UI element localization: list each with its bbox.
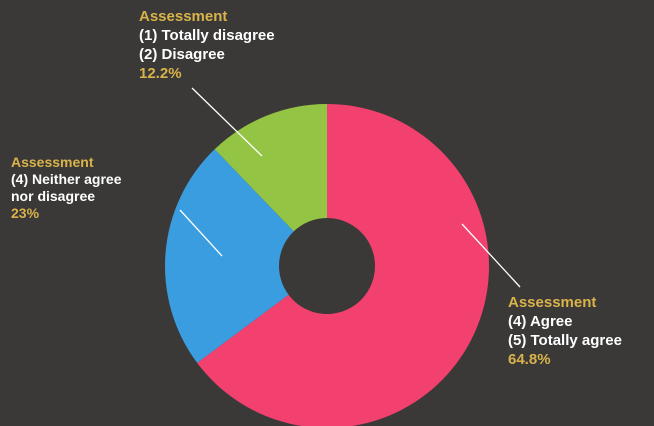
slice-label-title: Assessment [508, 294, 597, 311]
slice-label-agree: Assessment (4) Agree (5) Totally agree 6… [508, 293, 622, 369]
donut-slice-neutral [165, 149, 294, 363]
donut-slice-agree [197, 104, 489, 426]
slice-value-label: 64.8% [508, 351, 551, 368]
slice-label-line: (4) Agree [508, 313, 573, 330]
leader-line-agree [461, 223, 521, 288]
slice-label-line: (2) Disagree [139, 46, 225, 63]
slice-label-line: (1) Totally disagree [139, 27, 275, 44]
slice-label-line: (5) Totally agree [508, 332, 622, 349]
slice-label-neutral: Assessment (4) Neither agree nor disagre… [11, 154, 121, 222]
slice-label-disagree: Assessment (1) Totally disagree (2) Disa… [139, 7, 275, 83]
slice-label-line: nor disagree [11, 188, 96, 204]
donut-slice-disagree [214, 104, 327, 232]
leader-line-neutral [179, 209, 223, 257]
leader-line-disagree [191, 87, 263, 157]
slice-value-label: 12.2% [139, 65, 182, 82]
slice-label-title: Assessment [11, 154, 94, 170]
slice-label-title: Assessment [139, 8, 228, 25]
slice-label-line: (4) Neither agree [11, 171, 122, 187]
slice-value-label: 23% [11, 205, 40, 221]
